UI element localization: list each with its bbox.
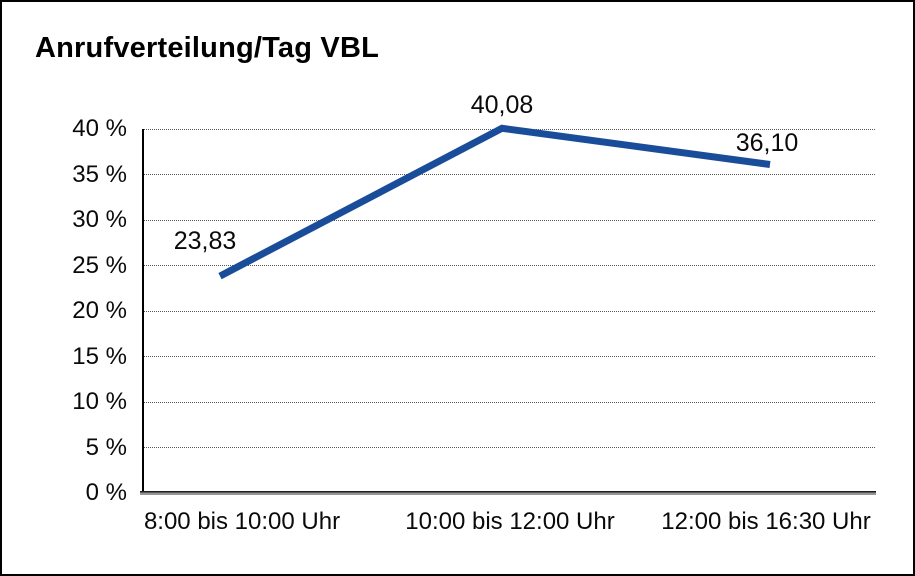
- y-axis-tick-label: 20 %: [72, 297, 127, 324]
- y-axis-tick-label: 25 %: [72, 251, 127, 279]
- x-axis-label-3: 12:00 bis 16:30 Uhr: [661, 508, 871, 535]
- y-axis-tick-label: 35 %: [72, 160, 127, 188]
- plot-area: [142, 128, 875, 493]
- gridline: [144, 356, 875, 357]
- y-axis-tick-label: 0 %: [85, 479, 127, 506]
- y-axis-tick-label: 40 %: [72, 115, 127, 142]
- gridline: [144, 219, 875, 221]
- x-axis-line: [140, 491, 876, 496]
- gridline: [144, 401, 875, 403]
- y-axis-tick-label: 15 %: [72, 342, 127, 370]
- gridline: [144, 310, 875, 312]
- value-label-2: 40,08: [470, 91, 534, 119]
- y-axis-tick-label: 30 %: [72, 206, 127, 233]
- x-axis-labels: 8:00 bis 10:00 Uhr 10:00 bis 12:00 Uhr 1…: [2, 508, 913, 538]
- x-axis-label-1: 8:00 bis 10:00 Uhr: [143, 508, 341, 535]
- value-label-3: 36,10: [735, 129, 799, 157]
- chart-title: Anrufverteilung/Tag VBL: [35, 32, 380, 64]
- gridline: [144, 265, 875, 266]
- y-axis-tick-label: 5 %: [85, 433, 127, 461]
- y-axis-tick-label: 10 %: [72, 388, 127, 415]
- x-axis-label-2: 10:00 bis 12:00 Uhr: [405, 508, 615, 535]
- value-label-1: 23,83: [173, 227, 237, 255]
- gridline: [144, 447, 875, 448]
- gridline: [144, 174, 875, 175]
